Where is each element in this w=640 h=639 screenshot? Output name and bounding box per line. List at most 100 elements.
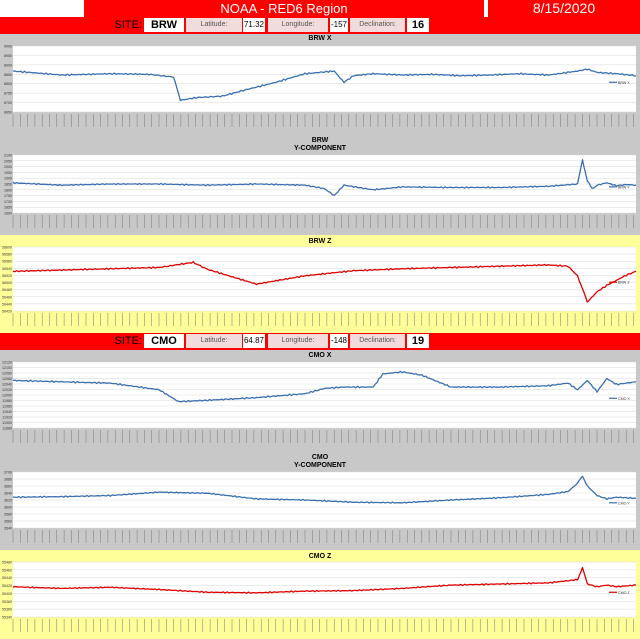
- chart-panel-cmo-x: CMO X 12120 12100 12080 12060 12040 12020 1200…: [0, 350, 640, 450]
- y-tick-label: 2100: [4, 154, 12, 158]
- legend-label: CMO X: [618, 397, 630, 401]
- series-line: [12, 261, 637, 303]
- y-tick-label: 8900: [4, 63, 12, 67]
- chart-subtitle: Y-COMPONENT: [293, 462, 347, 469]
- y-tick-label: 3660: [4, 485, 12, 489]
- y-tick-label: 55460: [2, 568, 12, 572]
- date-label: 8/15/2020: [488, 0, 640, 17]
- y-tick-label: 8700: [4, 101, 12, 105]
- site-label: SITE:: [114, 335, 142, 347]
- y-tick-label: 56560: [2, 260, 12, 264]
- site-bar-brw: SITE: BRW Latitude: 71.32 Longitude: -15…: [0, 17, 640, 34]
- chart-panel-brw-x: BRW X 9000 8950 8900 8850 8800 8750 8700 8650 BR…: [0, 34, 640, 134]
- declination-value: 16: [407, 18, 429, 32]
- site-label: SITE:: [114, 19, 142, 31]
- y-tick-label: 56600: [2, 246, 12, 250]
- plot-area: [13, 46, 636, 112]
- longitude-value: -148: [330, 334, 348, 348]
- x-tick-labels: [12, 530, 634, 543]
- y-tick-label: 12100: [2, 366, 12, 370]
- legend-label: BRW Z: [618, 281, 630, 285]
- site-bar-cmo: SITE: CMO Latitude: 64.87 Longitude: -14…: [0, 333, 640, 350]
- y-tick-label: 56500: [2, 281, 12, 285]
- chart-title: CMO Z: [308, 553, 332, 560]
- y-tick-label: 55380: [2, 600, 12, 604]
- y-tick-label: 11920: [2, 416, 12, 420]
- y-tick-label: 11960: [2, 405, 12, 409]
- series-line: [12, 370, 637, 403]
- x-tick-labels: [12, 313, 634, 326]
- y-tick-label: 11880: [2, 427, 12, 431]
- y-tick-label: 12020: [2, 388, 12, 392]
- latitude-value: 71.32: [243, 18, 265, 32]
- y-tick-label: 8650: [4, 111, 12, 115]
- y-tick-label: 8950: [4, 54, 12, 58]
- y-tick-label: 1650: [4, 206, 12, 210]
- y-tick-label: 55440: [2, 576, 12, 580]
- chart-panel-brw-z: BRW Z 56600 56580 56560 56540 56520 56500 5648…: [0, 235, 640, 333]
- chart-title: CMO X: [308, 352, 332, 359]
- y-tick-label: 3700: [4, 471, 12, 475]
- chart-title: BRW: [311, 137, 329, 144]
- latitude-value: 64.87: [243, 334, 265, 348]
- y-tick-label: 55400: [2, 592, 12, 596]
- chart-title: CMO: [311, 454, 329, 461]
- y-tick-label: 8800: [4, 82, 12, 86]
- y-tick-label: 55340: [2, 616, 12, 620]
- latitude-label: Latitude:: [186, 18, 242, 32]
- header: NOAA - RED6 Region 8/15/2020: [0, 0, 640, 17]
- y-tick-label: 1800: [4, 188, 12, 192]
- y-tick-label: 12000: [2, 394, 12, 398]
- y-tick-label: 55360: [2, 608, 12, 612]
- y-tick-label: 3540: [4, 527, 12, 531]
- declination-value: 19: [407, 334, 429, 348]
- y-tick-label: 11900: [2, 421, 12, 425]
- plot-area: [13, 247, 636, 311]
- y-tick-label: 56520: [2, 274, 12, 278]
- y-tick-label: 12040: [2, 383, 12, 387]
- latitude-label: Latitude:: [186, 334, 242, 348]
- y-tick-label: 56460: [2, 295, 12, 299]
- declination-label: Declination:: [350, 334, 405, 348]
- y-tick-label: 55480: [2, 561, 12, 565]
- y-tick-label: 9000: [4, 45, 12, 49]
- longitude-value: -157: [330, 18, 348, 32]
- chart-title: BRW X: [308, 35, 332, 42]
- y-tick-label: 12060: [2, 377, 12, 381]
- chart-subtitle: Y-COMPONENT: [293, 145, 347, 152]
- y-tick-label: 3680: [4, 478, 12, 482]
- x-tick-labels: [12, 114, 634, 127]
- chart-panel-brw-y: BRW Y-COMPONENT 2100 2050 2000 1950 1900 1850…: [0, 134, 640, 235]
- chart-title: BRW Z: [308, 238, 332, 245]
- y-tick-label: 3560: [4, 520, 12, 524]
- chart-panel-cmo-z: CMO Z 55480 55460 55440 55420 55400 55380 5536…: [0, 550, 640, 639]
- y-tick-label: 3640: [4, 492, 12, 496]
- y-tick-label: 56420: [2, 310, 12, 314]
- y-tick-label: 1950: [4, 171, 12, 175]
- y-tick-label: 11940: [2, 410, 12, 414]
- y-tick-label: 56480: [2, 288, 12, 292]
- legend-label: BRW X: [618, 81, 630, 85]
- legend-label: CMO Y: [618, 501, 630, 505]
- y-tick-label: 8850: [4, 73, 12, 77]
- y-tick-label: 8750: [4, 92, 12, 96]
- x-tick-labels: [12, 215, 634, 228]
- x-tick-labels: [12, 430, 634, 443]
- longitude-label: Longitude:: [268, 18, 328, 32]
- site-value: BRW: [144, 18, 184, 32]
- y-tick-label: 1900: [4, 177, 12, 181]
- plot-area: [13, 562, 636, 617]
- y-tick-label: 1600: [4, 212, 12, 216]
- y-tick-label: 12120: [2, 361, 12, 365]
- y-tick-label: 1850: [4, 183, 12, 187]
- longitude-label: Longitude:: [268, 334, 328, 348]
- series-line: [12, 159, 637, 196]
- chart-brw-z: 56600 56580 56560 56540 56520 56500 56480 56460…: [2, 246, 637, 326]
- y-tick-label: 3620: [4, 499, 12, 503]
- y-tick-label: 12080: [2, 372, 12, 376]
- chart-brw-x: 9000 8950 8900 8850 8800 8750 8700 8650 BRW X: [4, 45, 637, 127]
- y-tick-label: 11980: [2, 399, 12, 403]
- y-tick-label: 55420: [2, 584, 12, 588]
